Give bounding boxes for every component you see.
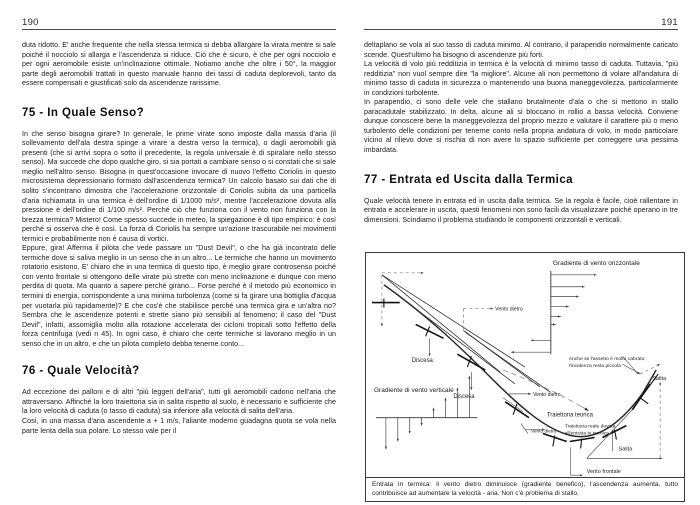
figure-drawing: Gradiente di vento orizzontale Gradiente…	[371, 260, 667, 484]
label-attitude-note: Anche se l'assetto è molto cabrato, l'in…	[569, 351, 572, 352]
label-descent-2: Discesa	[453, 394, 475, 400]
section-heading-75: 75 - In Quale Senso?	[22, 106, 145, 119]
label-tailwind-1: Vento dietro	[495, 307, 523, 313]
label-tailwind-2: Vento dietro	[533, 392, 561, 398]
label-climb-1: Salita	[618, 446, 633, 452]
theoretical-trajectory-line	[502, 369, 577, 405]
label-theoretical-path: Traiettoria teorica	[547, 413, 594, 419]
header-rule-left	[22, 29, 336, 30]
label-tailwind-3: Vento dietro	[531, 429, 557, 435]
label-real-path: Traiettoria reale dovuta all'entrata in …	[565, 421, 567, 422]
label-vertical-gradient: Gradiente di vento verticale	[374, 387, 454, 394]
label-headwind-1: Vento frontale	[587, 469, 621, 475]
figure-caption: Entrata in termica: il vento dietro dimi…	[372, 481, 678, 497]
figure-caption-box: Entrata in termica: il vento dietro dimi…	[366, 477, 684, 501]
left-page-header: 190	[22, 0, 336, 30]
paragraph: duta ridotto. E' anche frequente che nel…	[22, 41, 336, 88]
page-number-right: 191	[661, 17, 678, 28]
right-page-column: 191 deltaplano se vola al suo tasso di c…	[350, 0, 700, 505]
paragraph: Eppure, gira! Afferma il pilota che vede…	[22, 244, 336, 348]
header-rule-right	[364, 29, 678, 30]
left-page-column: 190 duta ridotto. E' anche frequente che…	[22, 0, 336, 435]
label-horizontal-gradient: Gradiente di vento orizzontale	[553, 260, 640, 267]
paragraph: Quale velocità tenere in entrata ed in u…	[364, 196, 679, 224]
label-climb-2: Salita	[652, 376, 667, 382]
label-descent-1: Discesa	[412, 358, 434, 364]
label-attitude-note-line1: Anche se l'assetto è molto cabrato,	[569, 356, 646, 362]
label-real-path-line1: Traiettoria reale dovuta	[565, 424, 616, 430]
paragraph: La velocità di volo più redditizia in te…	[364, 60, 678, 97]
paragraph: Così, in una massa d'aria ascendente a +…	[22, 416, 336, 435]
paragraph: In parapendio, ci sono delle vele che st…	[364, 98, 678, 155]
label-real-path-line2: all'entrata in termica	[565, 431, 609, 437]
paragraph: In che senso bisogna girare? In generale…	[22, 129, 336, 243]
right-page-header: 191	[364, 0, 678, 30]
page-number-left: 190	[22, 17, 39, 28]
section-heading-77: 77 - Entrata ed Uscita dalla Termica	[364, 173, 574, 186]
section-heading-76: 76 - Quale Velocità?	[22, 365, 140, 378]
label-attitude-note-line2: l'incidenza resta piccola	[569, 363, 621, 369]
thermal-entry-figure: Gradiente di vento orizzontale Gradiente…	[365, 252, 685, 502]
paragraph: Ad eccezione dei palloni e di altri "più…	[22, 388, 336, 416]
real-trajectory-curve	[383, 284, 657, 438]
paragraph: deltaplano se vola al suo tasso di cadut…	[364, 41, 678, 59]
